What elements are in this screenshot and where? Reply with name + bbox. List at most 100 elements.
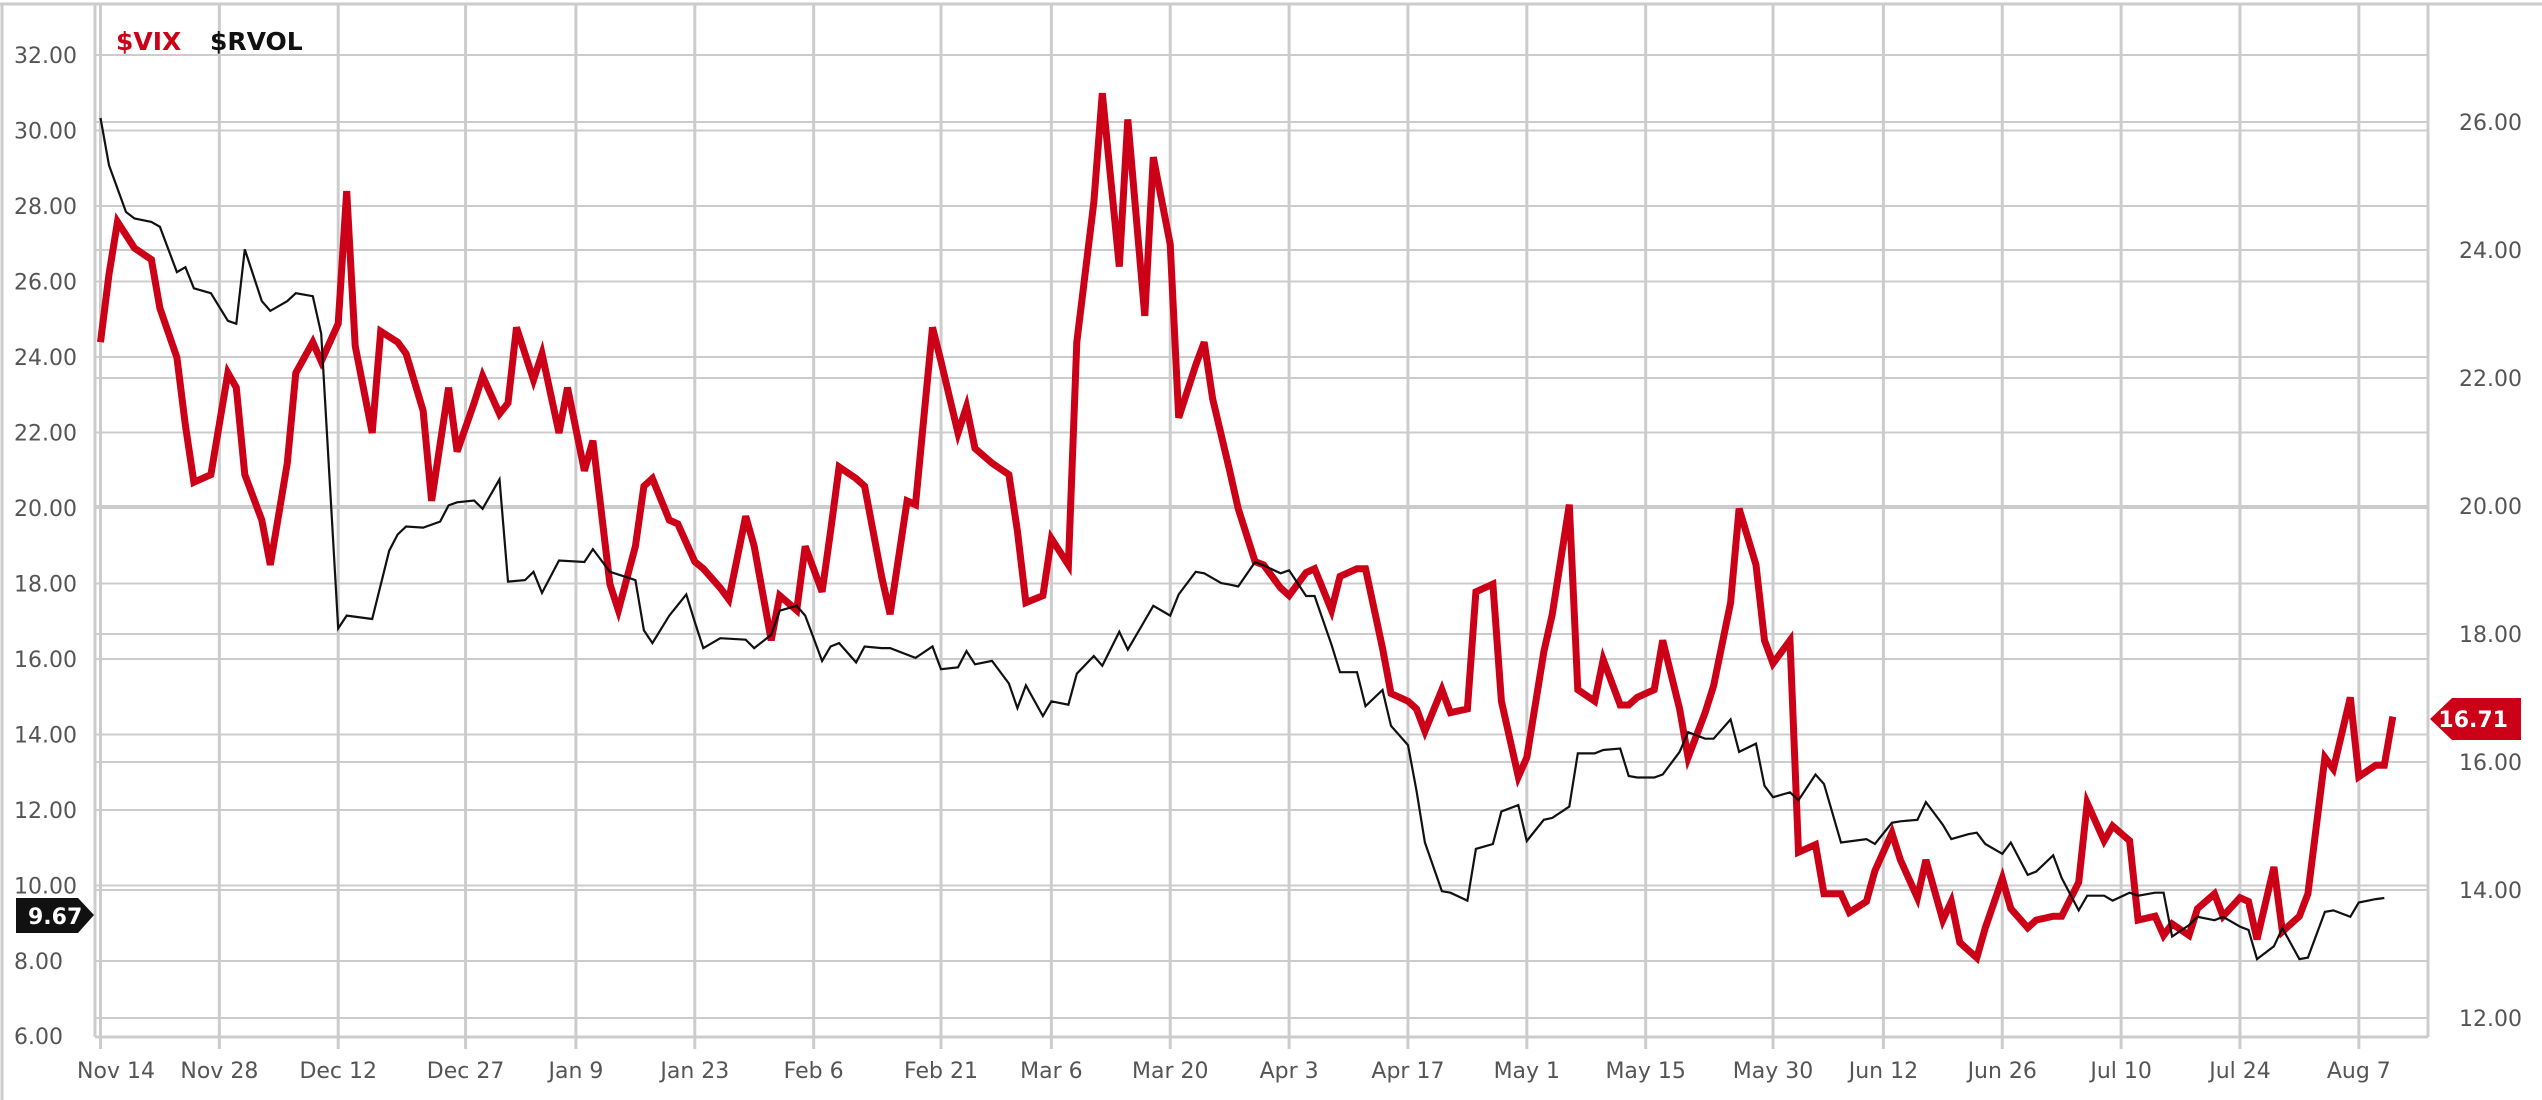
rvol-point xyxy=(540,591,544,595)
rvol-point xyxy=(336,626,340,630)
vix-point xyxy=(2153,914,2157,918)
vix-point xyxy=(285,461,289,465)
left-axis-tick-label: 32.00 xyxy=(14,44,77,69)
rvol-point xyxy=(1542,818,1546,822)
rvol-point xyxy=(854,660,858,664)
rvol-point xyxy=(795,604,799,608)
vix-point xyxy=(2246,900,2250,904)
vix-point xyxy=(1092,201,1096,205)
rvol-point xyxy=(1202,571,1206,575)
rvol-point xyxy=(1024,683,1028,687)
rvol-point xyxy=(2255,957,2259,961)
rvol-point xyxy=(2085,894,2089,898)
vix-point xyxy=(1279,586,1283,590)
vix-point xyxy=(803,544,807,548)
vix-point xyxy=(2255,937,2259,941)
rvol-point xyxy=(124,210,128,214)
rvol-point xyxy=(1194,570,1198,574)
rvol-point xyxy=(1304,594,1308,598)
rvol-point xyxy=(1898,819,1902,823)
left-axis-tick-label: 22.00 xyxy=(14,422,77,447)
rvol-point xyxy=(192,286,196,290)
vix-last-value-tag: 16.71 xyxy=(2430,698,2521,740)
vix-point xyxy=(1041,594,1045,598)
vix-point xyxy=(99,340,103,344)
vix-point xyxy=(1364,567,1368,571)
rvol-point xyxy=(829,645,833,649)
legend-rvol[interactable]: $RVOL xyxy=(210,27,303,56)
rvol-point xyxy=(888,646,892,650)
vix-point xyxy=(633,544,637,548)
rvol-point xyxy=(1007,682,1011,686)
vix-point xyxy=(311,340,315,344)
vix-point xyxy=(990,461,994,465)
vix-point xyxy=(2102,839,2106,843)
rvol-point xyxy=(1092,654,1096,658)
vix-point xyxy=(1576,688,1580,692)
rvol-point xyxy=(1177,592,1181,596)
rvol-point xyxy=(1822,782,1826,786)
vix-point xyxy=(854,476,858,480)
vix-point xyxy=(1338,574,1342,578)
rvol-point xyxy=(209,291,213,295)
rvol-point xyxy=(506,580,510,584)
vix-point xyxy=(1678,707,1682,711)
vix-point xyxy=(107,272,111,276)
rvol-point xyxy=(693,620,697,624)
right-axis-tick-label: 26.00 xyxy=(2459,111,2522,136)
rvol-point xyxy=(2077,908,2081,912)
rvol-point xyxy=(2153,891,2157,895)
vix-point xyxy=(2034,918,2038,922)
rvol-point xyxy=(1652,776,1656,780)
vix-point xyxy=(234,386,238,390)
rvol-point xyxy=(1771,795,1775,799)
vix-point xyxy=(515,325,519,329)
vix-point xyxy=(455,450,459,454)
rvol-point xyxy=(1975,831,1979,835)
rvol-last-value-tag: 9.67 xyxy=(16,898,94,933)
rvol-point xyxy=(2323,910,2327,914)
rvol-point xyxy=(1423,840,1427,844)
rvol-point xyxy=(1788,790,1792,794)
left-axis-tick-label: 16.00 xyxy=(14,648,77,673)
vix-point xyxy=(1177,416,1181,420)
vix-point xyxy=(1601,658,1605,662)
vix-point xyxy=(1066,563,1070,567)
vix-point xyxy=(421,409,425,413)
x-axis-tick-label: Apr 3 xyxy=(1260,1059,1319,1084)
rvol-point xyxy=(964,649,968,653)
vix-point xyxy=(616,608,620,612)
rvol-point xyxy=(2272,944,2276,948)
vix-point xyxy=(1949,900,1953,904)
vix-point xyxy=(1202,340,1206,344)
rvol-point xyxy=(1491,842,1495,846)
rvol-point xyxy=(1228,583,1232,587)
rvol-point xyxy=(718,636,722,640)
right-axis-tick-label: 18.00 xyxy=(2459,623,2522,648)
vix-line xyxy=(97,92,2397,965)
vix-point xyxy=(115,220,119,224)
rvol-point xyxy=(744,638,748,642)
left-axis-tick-label: 28.00 xyxy=(14,195,77,220)
vix-point xyxy=(727,597,731,601)
rvol-point xyxy=(1627,774,1631,778)
vix-point xyxy=(2026,926,2030,930)
legend-vix[interactable]: $VIX xyxy=(116,27,181,56)
vix-point xyxy=(158,306,162,310)
left-axis-tick-label: 30.00 xyxy=(14,120,77,145)
vix-point xyxy=(243,473,247,477)
vix-point xyxy=(676,522,680,526)
rvol-point xyxy=(1380,688,1384,692)
vix-point xyxy=(1813,843,1817,847)
rvol-point xyxy=(99,116,103,120)
left-axis-tick-label: 10.00 xyxy=(14,875,77,900)
rvol-point xyxy=(447,503,451,507)
vix-point xyxy=(829,529,833,533)
x-axis-tick-label: Nov 28 xyxy=(180,1059,258,1084)
rvol-point xyxy=(1813,773,1817,777)
rvol-point xyxy=(956,665,960,669)
rvol-point xyxy=(2213,918,2217,922)
rvol-point xyxy=(2238,925,2242,929)
rvol-point xyxy=(1890,821,1894,825)
